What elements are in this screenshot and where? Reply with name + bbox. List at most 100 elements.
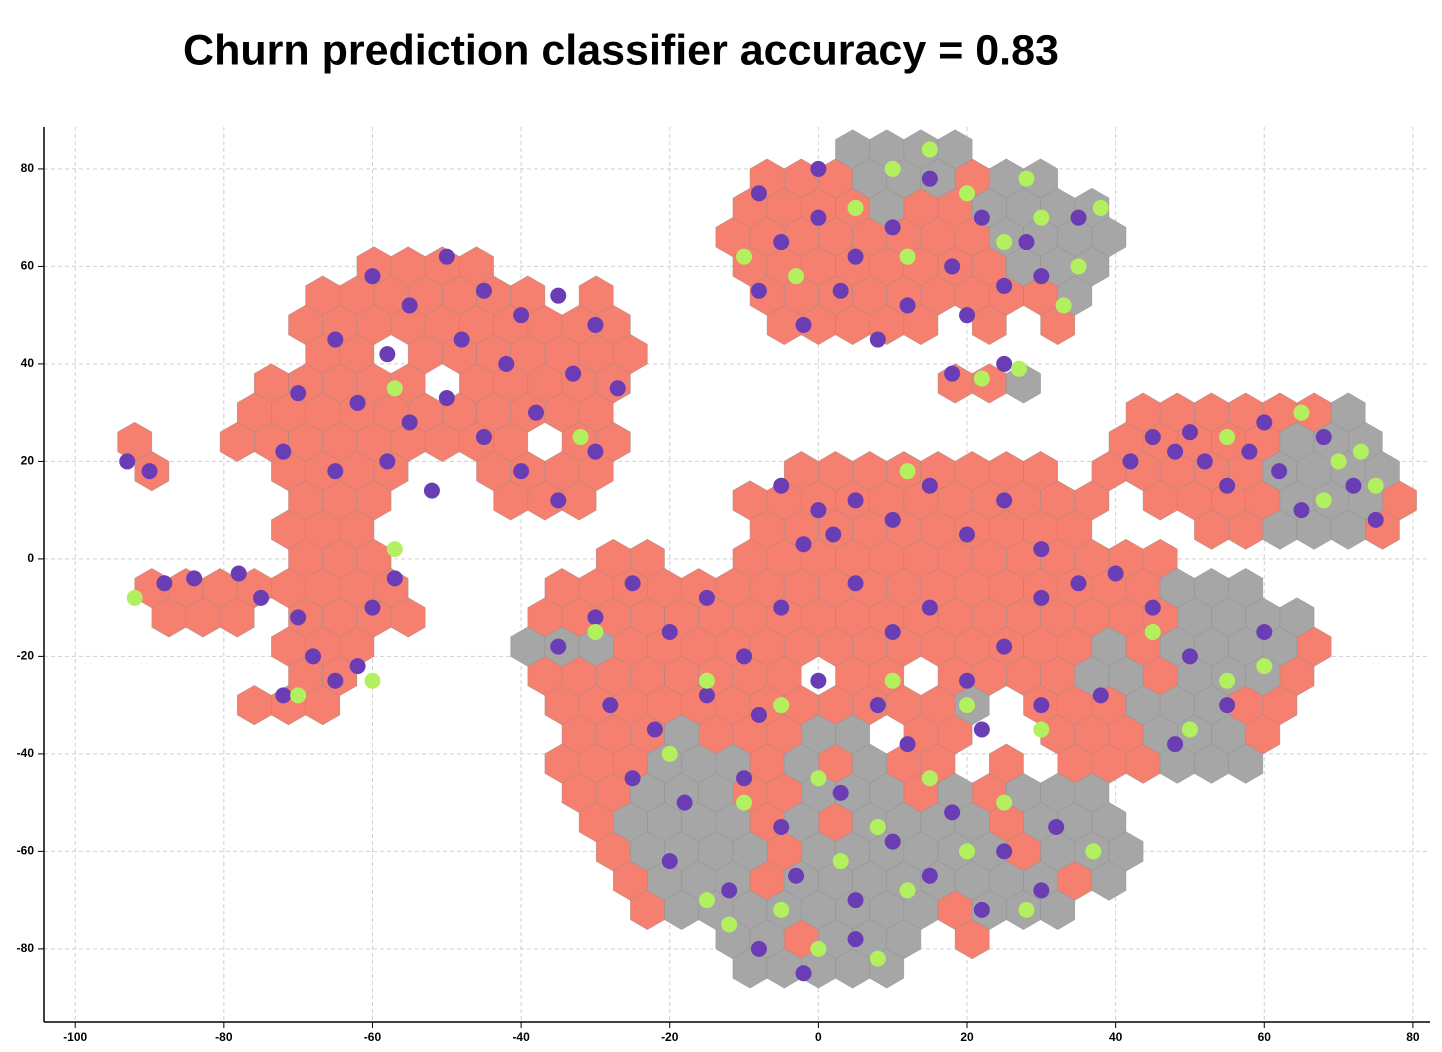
point xyxy=(364,268,381,285)
x-tick-label: 40 xyxy=(1109,1030,1123,1044)
point xyxy=(884,624,901,641)
point xyxy=(349,394,366,411)
point xyxy=(1345,477,1362,494)
point xyxy=(847,892,864,909)
point xyxy=(1033,268,1050,285)
point xyxy=(899,248,916,265)
point xyxy=(773,697,790,714)
point xyxy=(698,687,715,704)
x-tick-label: -80 xyxy=(215,1030,233,1044)
point xyxy=(550,287,567,304)
point xyxy=(1033,589,1050,606)
hexbin xyxy=(903,304,939,346)
point xyxy=(572,429,589,446)
point xyxy=(587,624,604,641)
point xyxy=(1018,234,1035,251)
point xyxy=(364,672,381,689)
point xyxy=(141,463,158,480)
point xyxy=(869,331,886,348)
point xyxy=(750,706,767,723)
point xyxy=(1219,429,1236,446)
point xyxy=(275,443,292,460)
point xyxy=(996,794,1013,811)
point xyxy=(1256,658,1273,675)
point xyxy=(1144,599,1161,616)
point xyxy=(944,258,961,275)
point xyxy=(1256,624,1273,641)
hexbin xyxy=(561,480,597,521)
point xyxy=(126,589,143,606)
point xyxy=(1070,575,1087,592)
point xyxy=(327,331,344,348)
point xyxy=(973,721,990,738)
point xyxy=(996,492,1013,509)
point xyxy=(327,463,344,480)
point xyxy=(795,536,812,553)
point xyxy=(676,794,693,811)
point xyxy=(996,843,1013,860)
hexbin xyxy=(236,685,272,726)
point xyxy=(513,463,530,480)
point xyxy=(290,385,307,402)
x-tick-label: 80 xyxy=(1406,1030,1420,1044)
point xyxy=(186,570,203,587)
y-tick-label: 0 xyxy=(27,551,34,565)
point xyxy=(401,414,418,431)
chart-title: Churn prediction classifier accuracy = 0… xyxy=(183,26,1059,74)
point xyxy=(788,867,805,884)
point xyxy=(773,599,790,616)
point xyxy=(475,282,492,299)
point xyxy=(423,482,440,499)
point xyxy=(795,965,812,982)
point xyxy=(1181,721,1198,738)
point xyxy=(721,916,738,933)
point xyxy=(379,346,396,363)
point xyxy=(847,248,864,265)
point xyxy=(1196,453,1213,470)
point xyxy=(736,248,753,265)
point xyxy=(899,882,916,899)
point xyxy=(1033,209,1050,226)
point xyxy=(698,589,715,606)
y-tick-label: 40 xyxy=(21,356,35,370)
point xyxy=(1219,477,1236,494)
point xyxy=(624,770,641,787)
point xyxy=(869,950,886,967)
point xyxy=(736,648,753,665)
x-tick-label: -40 xyxy=(512,1030,530,1044)
point xyxy=(847,199,864,216)
point xyxy=(587,316,604,333)
hexbin xyxy=(1091,860,1127,901)
point xyxy=(847,492,864,509)
point xyxy=(119,453,136,470)
x-tick-label: 20 xyxy=(960,1030,974,1044)
point xyxy=(1070,258,1087,275)
point xyxy=(810,502,827,519)
point xyxy=(996,355,1013,372)
point xyxy=(609,380,626,397)
point xyxy=(773,234,790,251)
point xyxy=(736,794,753,811)
x-tick-label: 60 xyxy=(1258,1030,1272,1044)
point xyxy=(825,526,842,543)
point xyxy=(1122,453,1139,470)
point xyxy=(1181,424,1198,441)
point xyxy=(959,843,976,860)
point xyxy=(565,365,582,382)
point xyxy=(884,833,901,850)
point xyxy=(386,380,403,397)
point xyxy=(884,672,901,689)
point xyxy=(1167,736,1184,753)
point xyxy=(327,672,344,689)
point xyxy=(869,819,886,836)
x-tick-label: -100 xyxy=(63,1030,87,1044)
point xyxy=(401,297,418,314)
point xyxy=(996,234,1013,251)
point xyxy=(773,901,790,918)
point xyxy=(438,248,455,265)
point xyxy=(1033,882,1050,899)
point xyxy=(847,575,864,592)
y-tick-label: 60 xyxy=(21,259,35,273)
point xyxy=(921,170,938,187)
